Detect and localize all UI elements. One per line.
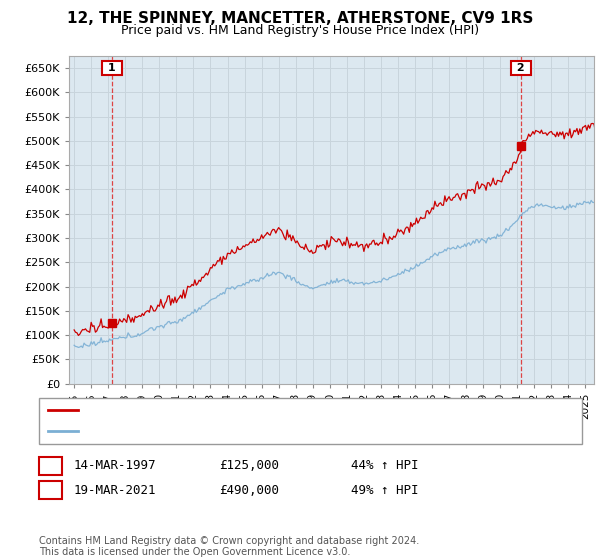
- Text: Price paid vs. HM Land Registry's House Price Index (HPI): Price paid vs. HM Land Registry's House …: [121, 24, 479, 36]
- Text: 12, THE SPINNEY, MANCETTER, ATHERSTONE, CV9 1RS (detached house): 12, THE SPINNEY, MANCETTER, ATHERSTONE, …: [84, 405, 492, 415]
- Text: 49% ↑ HPI: 49% ↑ HPI: [351, 483, 419, 497]
- Text: 2: 2: [46, 483, 55, 497]
- Text: 1: 1: [104, 63, 119, 73]
- Text: 2: 2: [513, 63, 529, 73]
- Text: £490,000: £490,000: [219, 483, 279, 497]
- Text: Contains HM Land Registry data © Crown copyright and database right 2024.
This d: Contains HM Land Registry data © Crown c…: [39, 535, 419, 557]
- Text: 1: 1: [46, 459, 55, 473]
- Text: 19-MAR-2021: 19-MAR-2021: [74, 483, 156, 497]
- Text: 44% ↑ HPI: 44% ↑ HPI: [351, 459, 419, 473]
- Text: 12, THE SPINNEY, MANCETTER, ATHERSTONE, CV9 1RS: 12, THE SPINNEY, MANCETTER, ATHERSTONE, …: [67, 11, 533, 26]
- Text: 14-MAR-1997: 14-MAR-1997: [74, 459, 156, 473]
- Text: £125,000: £125,000: [219, 459, 279, 473]
- Text: HPI: Average price, detached house, North Warwickshire: HPI: Average price, detached house, Nort…: [84, 426, 399, 436]
